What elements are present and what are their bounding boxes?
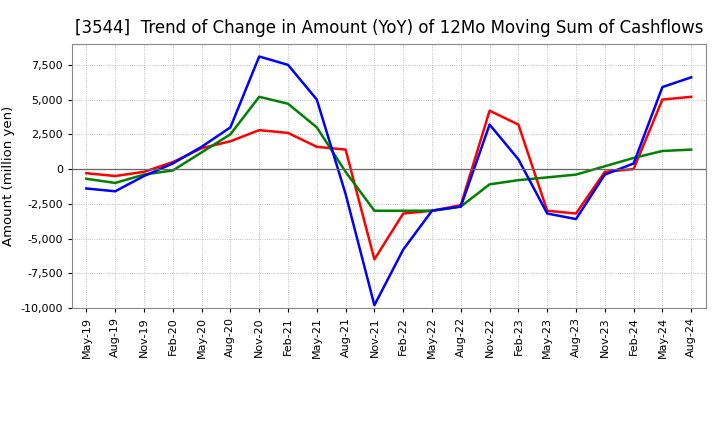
Operating Cashflow (687, 94, 696, 99)
Operating Cashflow (312, 144, 321, 150)
Operating Cashflow (82, 171, 91, 176)
Free Cashflow (485, 122, 494, 127)
Operating Cashflow (572, 211, 580, 216)
Free Cashflow (514, 157, 523, 162)
Operating Cashflow (370, 257, 379, 262)
Operating Cashflow (284, 130, 292, 136)
Free Cashflow (284, 62, 292, 67)
Free Cashflow (428, 208, 436, 213)
Free Cashflow (312, 97, 321, 102)
Investing Cashflow (600, 164, 609, 169)
Operating Cashflow (168, 159, 177, 165)
Operating Cashflow (543, 208, 552, 213)
Investing Cashflow (543, 175, 552, 180)
Investing Cashflow (111, 180, 120, 186)
Free Cashflow (197, 144, 206, 150)
Free Cashflow (543, 211, 552, 216)
Investing Cashflow (284, 101, 292, 106)
Investing Cashflow (428, 208, 436, 213)
Free Cashflow (82, 186, 91, 191)
Operating Cashflow (658, 97, 667, 102)
Operating Cashflow (600, 169, 609, 175)
Operating Cashflow (629, 166, 638, 172)
Investing Cashflow (82, 176, 91, 181)
Free Cashflow (255, 54, 264, 59)
Free Cashflow (629, 161, 638, 166)
Operating Cashflow (197, 146, 206, 151)
Line: Investing Cashflow: Investing Cashflow (86, 97, 691, 211)
Investing Cashflow (658, 148, 667, 154)
Operating Cashflow (428, 208, 436, 213)
Free Cashflow (370, 303, 379, 308)
Free Cashflow (168, 161, 177, 166)
Operating Cashflow (226, 139, 235, 144)
Line: Free Cashflow: Free Cashflow (86, 56, 691, 305)
Investing Cashflow (514, 177, 523, 183)
Title: [3544]  Trend of Change in Amount (YoY) of 12Mo Moving Sum of Cashflows: [3544] Trend of Change in Amount (YoY) o… (75, 19, 703, 37)
Free Cashflow (572, 216, 580, 222)
Operating Cashflow (485, 108, 494, 114)
Free Cashflow (658, 84, 667, 90)
Y-axis label: Amount (million yen): Amount (million yen) (2, 106, 15, 246)
Investing Cashflow (312, 125, 321, 130)
Free Cashflow (456, 204, 465, 209)
Operating Cashflow (140, 169, 148, 175)
Operating Cashflow (514, 122, 523, 127)
Free Cashflow (399, 247, 408, 252)
Investing Cashflow (226, 132, 235, 137)
Free Cashflow (111, 189, 120, 194)
Investing Cashflow (629, 155, 638, 161)
Investing Cashflow (456, 204, 465, 209)
Investing Cashflow (168, 168, 177, 173)
Investing Cashflow (572, 172, 580, 177)
Investing Cashflow (341, 169, 350, 175)
Line: Operating Cashflow: Operating Cashflow (86, 97, 691, 259)
Investing Cashflow (140, 172, 148, 177)
Operating Cashflow (456, 202, 465, 208)
Operating Cashflow (111, 173, 120, 179)
Investing Cashflow (197, 150, 206, 155)
Free Cashflow (341, 191, 350, 197)
Investing Cashflow (485, 182, 494, 187)
Operating Cashflow (341, 147, 350, 152)
Free Cashflow (687, 75, 696, 80)
Operating Cashflow (399, 211, 408, 216)
Operating Cashflow (255, 128, 264, 133)
Free Cashflow (600, 172, 609, 177)
Investing Cashflow (255, 94, 264, 99)
Investing Cashflow (687, 147, 696, 152)
Free Cashflow (226, 125, 235, 130)
Investing Cashflow (399, 208, 408, 213)
Free Cashflow (140, 173, 148, 179)
Investing Cashflow (370, 208, 379, 213)
